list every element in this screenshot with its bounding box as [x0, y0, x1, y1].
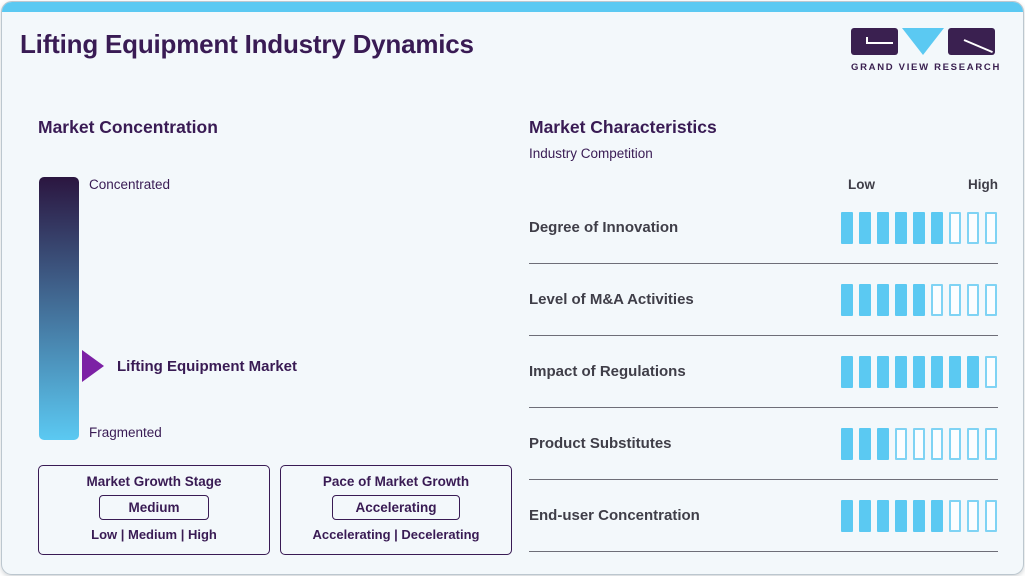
rating-segment-filled	[931, 499, 943, 532]
rating-segment-filled	[913, 211, 925, 244]
growth-stage-value: Medium	[99, 495, 209, 520]
pace-of-growth-box: Pace of Market Growth Accelerating Accel…	[280, 465, 512, 555]
rating-segment-filled	[859, 427, 871, 460]
industry-competition-subheading: Industry Competition	[529, 146, 653, 161]
rating-segment-filled	[877, 283, 889, 316]
rating-segment-empty	[967, 283, 979, 316]
scale-high-label: High	[968, 177, 998, 192]
rating-segment-empty	[967, 499, 979, 532]
gvr-logo: GRAND VIEW RESEARCH	[851, 28, 1002, 73]
rating-segment-filled	[841, 355, 853, 388]
logo-v-triangle-icon	[902, 28, 944, 55]
characteristic-label: Degree of Innovation	[529, 219, 679, 236]
pace-heading: Pace of Market Growth	[322, 474, 470, 489]
rating-segment-empty	[985, 499, 997, 532]
top-accent-bar	[2, 2, 1023, 12]
rating-segment-filled	[841, 427, 853, 460]
logo-wordmark: GRAND VIEW RESEARCH	[851, 62, 1002, 73]
rating-segment-empty	[985, 355, 997, 388]
concentration-gradient-bar	[39, 177, 79, 440]
rating-segment-filled	[931, 355, 943, 388]
rating-segment-filled	[859, 283, 871, 316]
rating-segment-filled	[913, 499, 925, 532]
rating-scale-header: Low High	[848, 177, 998, 192]
characteristic-row: Degree of Innovation	[529, 192, 998, 264]
characteristic-label: End-user Concentration	[529, 507, 700, 524]
rating-segment-empty	[949, 427, 961, 460]
logo-r-mark-icon	[963, 39, 993, 54]
rating-segment-empty	[895, 427, 907, 460]
characteristics-rows: Degree of Innovation Level of M&A Activit…	[529, 192, 998, 552]
logo-g-mark-icon	[866, 37, 893, 44]
rating-segment-empty	[949, 283, 961, 316]
concentrated-label: Concentrated	[89, 177, 171, 192]
rating-segment-empty	[967, 427, 979, 460]
rating-segment-filled	[913, 355, 925, 388]
marker-label: Lifting Equipment Market	[117, 357, 297, 375]
rating-segment-filled	[841, 499, 853, 532]
rating-segment-filled	[877, 427, 889, 460]
pace-value: Accelerating	[332, 495, 460, 520]
rating-bar	[841, 283, 998, 316]
characteristic-row: Impact of Regulations	[529, 336, 998, 408]
rating-segment-filled	[841, 211, 853, 244]
rating-segment-empty	[949, 211, 961, 244]
gvr-logo-icon	[851, 28, 995, 55]
scale-low-label: Low	[848, 177, 875, 192]
rating-segment-empty	[985, 283, 997, 316]
rating-bar	[841, 427, 998, 460]
rating-segment-filled	[931, 211, 943, 244]
marker-arrow-icon	[82, 350, 104, 383]
rating-segment-empty	[931, 427, 943, 460]
rating-segment-empty	[967, 211, 979, 244]
fragmented-label: Fragmented	[89, 425, 162, 440]
characteristic-row: Product Substitutes	[529, 408, 998, 480]
rating-segment-filled	[859, 499, 871, 532]
page-title: Lifting Equipment Industry Dynamics	[20, 29, 474, 59]
rating-bar	[841, 355, 998, 388]
rating-segment-filled	[895, 283, 907, 316]
growth-stage-options: Low | Medium | High	[91, 527, 217, 542]
rating-segment-empty	[949, 499, 961, 532]
rating-bar	[841, 499, 998, 532]
rating-segment-filled	[877, 355, 889, 388]
rating-segment-filled	[859, 211, 871, 244]
growth-boxes: Market Growth Stage Medium Low | Medium …	[38, 465, 512, 555]
pace-options: Accelerating | Decelerating	[312, 527, 480, 542]
rating-segment-filled	[913, 283, 925, 316]
rating-segment-empty	[931, 283, 943, 316]
market-characteristics-heading: Market Characteristics	[529, 117, 717, 137]
rating-segment-filled	[895, 355, 907, 388]
characteristic-label: Level of M&A Activities	[529, 291, 694, 308]
market-growth-stage-box: Market Growth Stage Medium Low | Medium …	[38, 465, 270, 555]
characteristic-row: End-user Concentration	[529, 480, 998, 552]
market-concentration-heading: Market Concentration	[38, 117, 218, 137]
rating-segment-empty	[913, 427, 925, 460]
characteristic-label: Product Substitutes	[529, 435, 672, 452]
logo-g-block	[851, 28, 898, 55]
characteristic-row: Level of M&A Activities	[529, 264, 998, 336]
characteristic-label: Impact of Regulations	[529, 363, 686, 380]
rating-segment-filled	[859, 355, 871, 388]
growth-stage-heading: Market Growth Stage	[86, 474, 222, 489]
rating-segment-filled	[841, 283, 853, 316]
rating-bar	[841, 211, 998, 244]
rating-segment-filled	[967, 355, 979, 388]
market-position-marker: Lifting Equipment Market	[82, 350, 297, 383]
logo-r-block	[948, 28, 995, 55]
rating-segment-filled	[877, 499, 889, 532]
rating-segment-empty	[985, 211, 997, 244]
rating-segment-filled	[949, 355, 961, 388]
rating-segment-filled	[877, 211, 889, 244]
rating-segment-filled	[895, 211, 907, 244]
rating-segment-filled	[895, 499, 907, 532]
rating-segment-empty	[985, 427, 997, 460]
